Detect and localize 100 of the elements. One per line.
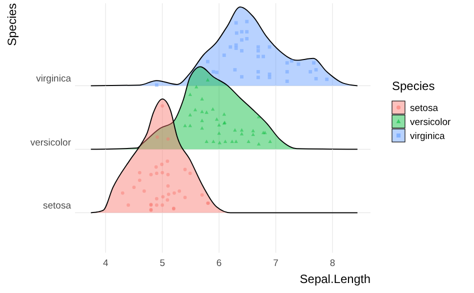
point bbox=[166, 172, 170, 176]
point bbox=[234, 43, 238, 47]
point bbox=[188, 172, 192, 176]
point bbox=[142, 189, 146, 193]
legend-label: versicolor bbox=[410, 117, 451, 128]
point bbox=[132, 186, 136, 190]
point bbox=[166, 198, 170, 202]
y-axis-title: versicolor bbox=[30, 137, 71, 148]
x-tick-label: 5 bbox=[160, 258, 165, 269]
point bbox=[149, 172, 153, 176]
point bbox=[325, 78, 329, 82]
point bbox=[285, 70, 289, 74]
point bbox=[183, 124, 187, 128]
point bbox=[308, 70, 312, 74]
point bbox=[160, 203, 164, 207]
x-tick-label: 8 bbox=[330, 258, 336, 269]
point bbox=[154, 83, 158, 87]
point bbox=[240, 30, 244, 34]
point bbox=[218, 140, 222, 144]
point bbox=[126, 203, 130, 207]
point bbox=[256, 45, 260, 49]
point bbox=[230, 140, 234, 144]
point bbox=[245, 30, 249, 34]
point bbox=[212, 70, 216, 74]
point bbox=[245, 20, 249, 24]
point bbox=[200, 110, 204, 114]
point bbox=[172, 191, 176, 195]
point bbox=[256, 114, 261, 118]
point bbox=[314, 76, 318, 80]
point bbox=[188, 92, 192, 96]
point bbox=[234, 46, 238, 50]
point bbox=[246, 140, 250, 144]
point bbox=[240, 75, 244, 79]
point bbox=[178, 189, 182, 193]
point bbox=[245, 37, 249, 40]
point bbox=[161, 195, 165, 198]
point bbox=[256, 70, 260, 74]
point bbox=[154, 172, 158, 176]
point bbox=[193, 108, 198, 112]
point bbox=[160, 104, 164, 108]
point bbox=[268, 140, 272, 144]
point bbox=[210, 107, 215, 111]
y-axis-title: virginica bbox=[36, 74, 72, 85]
point bbox=[120, 191, 124, 195]
point bbox=[214, 117, 219, 121]
point bbox=[166, 159, 170, 163]
point bbox=[194, 84, 198, 88]
point bbox=[217, 131, 221, 135]
point bbox=[154, 165, 158, 169]
point bbox=[262, 54, 266, 58]
point bbox=[234, 140, 238, 144]
x-tick-label: 7 bbox=[273, 258, 278, 269]
point bbox=[285, 80, 289, 83]
legend-title: Species bbox=[392, 79, 435, 93]
legend-label: virginica bbox=[410, 131, 446, 142]
point bbox=[240, 128, 244, 132]
point bbox=[183, 168, 187, 172]
point bbox=[268, 76, 272, 80]
point bbox=[154, 203, 158, 207]
point bbox=[228, 45, 232, 49]
point bbox=[233, 128, 237, 132]
point bbox=[222, 54, 226, 57]
point bbox=[166, 184, 170, 188]
point bbox=[240, 49, 244, 52]
text: Species bbox=[5, 3, 19, 46]
point bbox=[212, 140, 216, 144]
point bbox=[200, 193, 204, 197]
legend-label: setosa bbox=[410, 103, 439, 114]
point bbox=[312, 61, 316, 65]
point bbox=[204, 110, 208, 114]
x-tick-label: 6 bbox=[216, 258, 222, 269]
point bbox=[240, 132, 244, 136]
point bbox=[296, 62, 300, 66]
point bbox=[200, 97, 204, 100]
point bbox=[166, 192, 170, 196]
point bbox=[160, 170, 164, 174]
x-axis-title: Sepal.Length bbox=[300, 272, 370, 286]
point bbox=[188, 124, 192, 128]
point bbox=[138, 170, 142, 174]
point bbox=[188, 112, 192, 116]
point bbox=[200, 118, 204, 122]
point bbox=[234, 31, 238, 35]
point bbox=[160, 162, 164, 166]
point bbox=[206, 60, 210, 64]
point bbox=[138, 178, 142, 182]
point bbox=[256, 49, 260, 52]
point bbox=[223, 140, 228, 144]
point bbox=[256, 142, 261, 146]
point bbox=[314, 68, 318, 72]
point bbox=[233, 68, 237, 72]
point bbox=[234, 21, 238, 25]
point bbox=[217, 123, 221, 127]
point bbox=[200, 126, 204, 130]
x-tick-label: 4 bbox=[102, 258, 108, 269]
y-axis-title: setosa bbox=[43, 200, 72, 212]
point bbox=[206, 78, 210, 82]
point bbox=[290, 59, 294, 63]
point bbox=[285, 61, 289, 65]
point bbox=[204, 140, 208, 144]
point bbox=[154, 197, 158, 200]
